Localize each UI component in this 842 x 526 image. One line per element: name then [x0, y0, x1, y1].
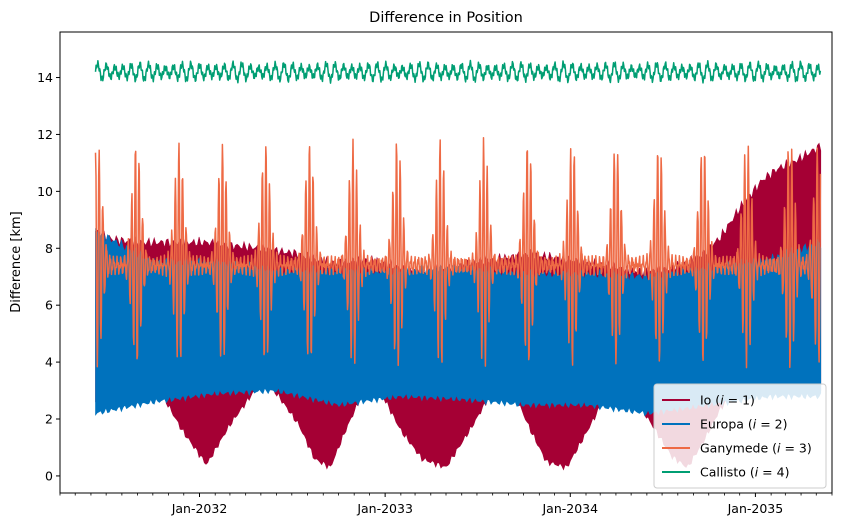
series-callisto-line	[94, 59, 822, 84]
y-tick-label-4: 4	[45, 355, 53, 370]
chart-title: Difference in Position	[369, 10, 523, 26]
x-tick-label: Jan-2032	[171, 501, 228, 516]
y-tick-label-0: 0	[45, 468, 53, 483]
y-tick-label-12: 12	[37, 127, 53, 142]
legend-label-callisto: Callisto (i = 4)	[700, 465, 789, 480]
x-tick-label: Jan-2035	[727, 501, 784, 516]
legend: Io (i = 1) Europa (i = 2) Ganymede (i = 3)…	[653, 383, 827, 489]
y-tick-label-14: 14	[37, 70, 53, 85]
legend-label-io: Io (i = 1)	[700, 393, 755, 408]
x-axis: Jan-2032 Jan-2033 Jan-2034 Jan-2035	[59, 493, 833, 516]
x-tick-label: Jan-2034	[541, 501, 598, 516]
y-tick-label-6: 6	[45, 298, 53, 313]
series-layer	[94, 59, 822, 471]
series-ganymede-line	[94, 136, 822, 369]
x-tick-label: Jan-2033	[356, 501, 413, 516]
legend-label-europa: Europa (i = 2)	[700, 417, 788, 432]
y-tick-label-2: 2	[45, 412, 53, 427]
y-tick-label-8: 8	[45, 241, 53, 256]
legend-label-ganymede: Ganymede (i = 3)	[700, 441, 812, 456]
y-tick-label-10: 10	[37, 184, 53, 199]
y-axis-title: Difference [km]	[9, 211, 24, 313]
y-axis: 0 2 4 6 8 10 12 14	[37, 70, 60, 483]
legend-box	[653, 383, 827, 489]
